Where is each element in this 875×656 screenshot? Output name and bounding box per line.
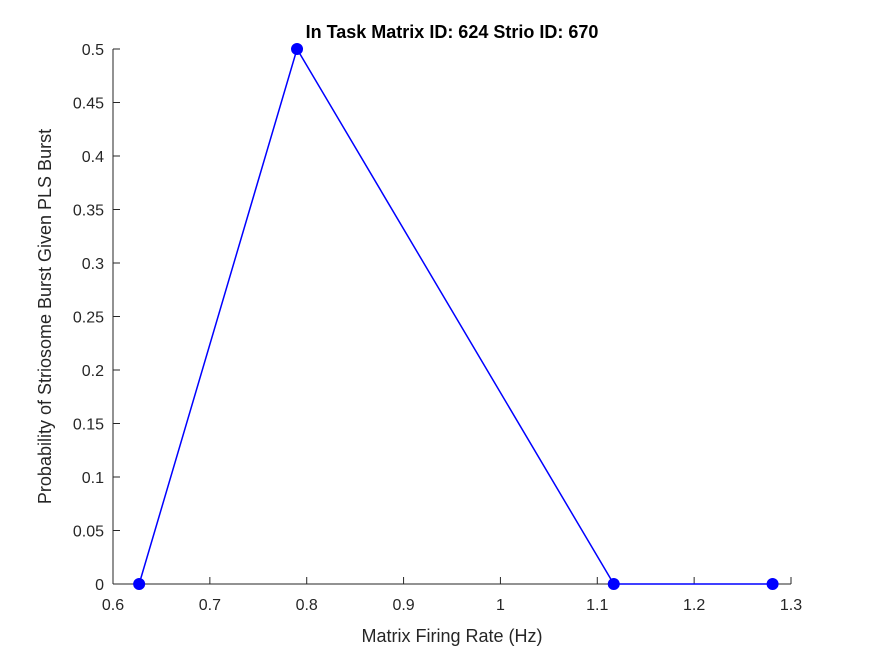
y-tick-label: 0.45 [73,96,104,113]
y-tick-label: 0 [95,577,104,594]
x-tick-label: 0.6 [102,597,124,614]
y-axis-label: Probability of Striosome Burst Given PLS… [35,129,55,504]
x-tick-label: 0.9 [392,597,414,614]
y-tick-label: 0.4 [82,149,104,166]
ticks: 0.6 0.7 0.8 0.9 1 1.1 1.2 1.3 0 0.05 0.1 0.15 0.2 0.2… [73,42,802,614]
x-tick-label: 0.8 [296,597,318,614]
y-tick-label: 0.05 [73,524,104,541]
y-tick-label: 0.2 [82,363,104,380]
data-point [607,578,620,590]
y-tick-label: 0.35 [73,203,104,220]
y-tick-label: 0.3 [82,256,104,273]
x-tick-label: 1.1 [586,597,608,614]
y-tick-label: 0.25 [73,310,104,327]
x-axis-label: Matrix Firing Rate (Hz) [361,626,542,646]
y-tick-label: 0.5 [82,42,104,59]
series-layer [133,43,779,590]
y-tick-label: 0.15 [73,417,104,434]
data-point [291,43,304,55]
series-line [138,47,773,585]
x-tick-label: 1.3 [780,597,802,614]
x-tick-label: 1 [496,597,505,614]
y-tick-label: 0.1 [82,470,104,487]
plot-background [113,49,791,584]
chart-title: In Task Matrix ID: 624 Strio ID: 670 [306,22,599,42]
data-point [133,578,146,590]
data-point [766,578,779,590]
x-tick-label: 1.2 [683,597,705,614]
x-tick-label: 0.7 [199,597,221,614]
